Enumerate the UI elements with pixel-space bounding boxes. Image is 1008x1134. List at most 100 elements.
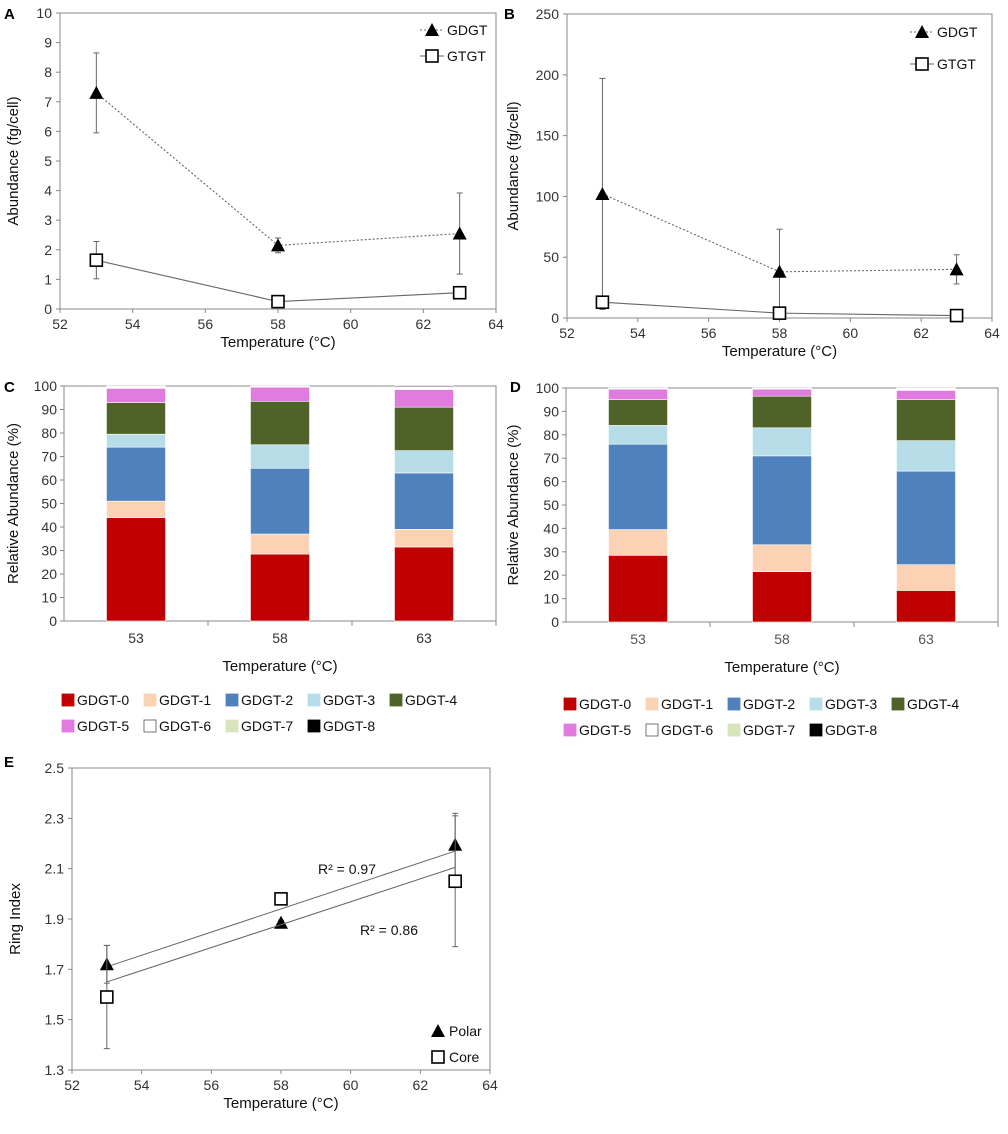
bar-segment-gdgt-4 [608,399,668,426]
legend-label-gdgt-6: GDGT-6 [159,718,211,734]
y-tick-label: 200 [536,67,560,83]
bar-segment-gdgt-1 [394,529,454,548]
legend-swatch-gdgt-5 [61,719,75,733]
bar-segment-gdgt-5 [896,390,956,400]
bar-segment-gdgt-3 [896,440,956,472]
x-tick-label: 62 [913,325,929,341]
bar-segment-gdgt-2 [752,455,812,546]
y-tick-label: 40 [41,519,57,535]
y-tick-label: 0 [44,301,52,317]
legend-label-gdgt-5: GDGT-5 [77,718,129,734]
y-tick-label: 40 [543,520,559,536]
bar-segment-gdgt-5 [752,388,812,397]
bar-segment-gdgt-4 [394,406,454,451]
panel-letter: C [4,379,15,396]
bar-segment-gdgt-4 [896,399,956,441]
bar-segment-gdgt-2 [250,467,310,535]
x-tick-label: 58 [272,630,288,646]
bar-segment-gdgt-3 [394,450,454,474]
y-tick-label: 60 [41,472,57,488]
gtgt-point [89,253,104,267]
x-tick-label: 64 [488,316,504,332]
y-axis-label: Relative Abundance (%) [505,425,522,586]
polar-trendline [106,850,456,968]
bar-segment-gdgt-0 [106,517,166,622]
y-tick-label: 30 [543,544,559,560]
gdgt-point [772,264,787,278]
legend-label-gdgt-3: GDGT-3 [323,692,375,708]
x-tick-label: 56 [198,316,214,332]
y-tick-label: 10 [36,5,52,21]
bar-segment-gdgt-1 [106,500,166,518]
legend-core-marker [431,1050,445,1064]
x-axis-label: Temperature (°C) [223,1095,338,1112]
y-tick-label: 2.1 [45,861,65,877]
x-tick-label: 53 [128,630,144,646]
legend-swatch-gdgt-0 [61,693,75,707]
panel-c: 0 10 20 30 40 50 60 70 80 90 100 53 58 63 Temperature … [4,378,497,734]
bar-segment-gdgt-0 [250,553,310,622]
panel-letter: A [4,6,15,23]
x-tick-label: 54 [134,1077,150,1093]
bar-segment-gdgt-5 [106,388,166,403]
legend-label-gdgt-1: GDGT-1 [661,696,713,712]
y-tick-label: 100 [34,378,58,394]
bar-segment-gdgt-1 [896,564,956,591]
core-point [274,892,288,906]
legend-label-gdgt-6: GDGT-6 [661,722,713,738]
y-tick-label: 4 [44,183,52,199]
gtgt-point [452,285,467,300]
y-tick-label: 7 [44,94,52,110]
x-axis-label: Temperature (°C) [222,658,337,675]
x-tick-label: 54 [630,325,646,341]
panel-d: 0 10 20 30 40 50 60 70 80 90 100 53 58 63 Temperature … [505,379,999,738]
core-point [100,990,114,1004]
y-axis-label: Abundance (fg/cell) [5,96,22,225]
legend-label-gdgt-7: GDGT-7 [241,718,293,734]
gtgt-point [772,306,787,320]
y-tick-label: 90 [41,402,57,418]
legend-swatch-gdgt-4 [389,693,403,707]
y-tick-label: 50 [543,249,559,265]
legend-label-gdgt-4: GDGT-4 [907,696,959,712]
x-axis-label: Temperature (°C) [220,334,335,351]
polar-point [274,915,288,929]
gdgt-point [949,262,964,276]
legend-label-gdgt-5: GDGT-5 [579,722,631,738]
bar-segment-gdgt-3 [752,427,812,457]
legend-swatch-gdgt-1 [645,697,659,711]
y-axis-label: Relative Abundance (%) [5,423,22,584]
y-tick-label: 1.9 [45,911,65,927]
legend-label-gdgt-8: GDGT-8 [825,722,877,738]
legend-label-gdgt-4: GDGT-4 [405,692,457,708]
panel-b: 0 50 100 150 200 250 52 54 56 58 60 62 64 Temperature… [504,6,1000,360]
gdgt-point [595,186,610,200]
panel-letter: D [510,379,521,396]
x-tick-label: 60 [343,1077,359,1093]
legend-swatch-gdgt-0 [563,697,577,711]
x-tick-label: 60 [343,316,359,332]
legend-swatch-gdgt-2 [727,697,741,711]
y-tick-label: 8 [44,64,52,80]
y-tick-label: 0 [551,310,559,326]
bar-segment-gdgt-2 [394,472,454,530]
y-tick-label: 1.5 [45,1012,65,1028]
legend-gtgt-marker [915,57,929,71]
legend-gdgt-marker [915,25,929,38]
legend-polar-marker [431,1024,445,1037]
gtgt-point [595,295,610,309]
gdgt-series-line [95,92,460,246]
polar-r2-label: R² = 0.97 [318,861,376,877]
x-tick-label: 52 [52,316,68,332]
bar-segment-gdgt-1 [608,529,668,556]
legend-swatch-gdgt-3 [809,697,823,711]
bar-segment-gdgt-0 [608,555,668,623]
y-tick-label: 20 [41,566,57,582]
legend-label-gdgt-3: GDGT-3 [825,696,877,712]
x-tick-label: 62 [413,1077,429,1093]
x-tick-label: 54 [125,316,141,332]
gtgt-point [271,294,285,309]
legend-swatch-gdgt-2 [225,693,239,707]
legend-label-gdgt-8: GDGT-8 [323,718,375,734]
legend-label-gdgt-7: GDGT-7 [743,722,795,738]
